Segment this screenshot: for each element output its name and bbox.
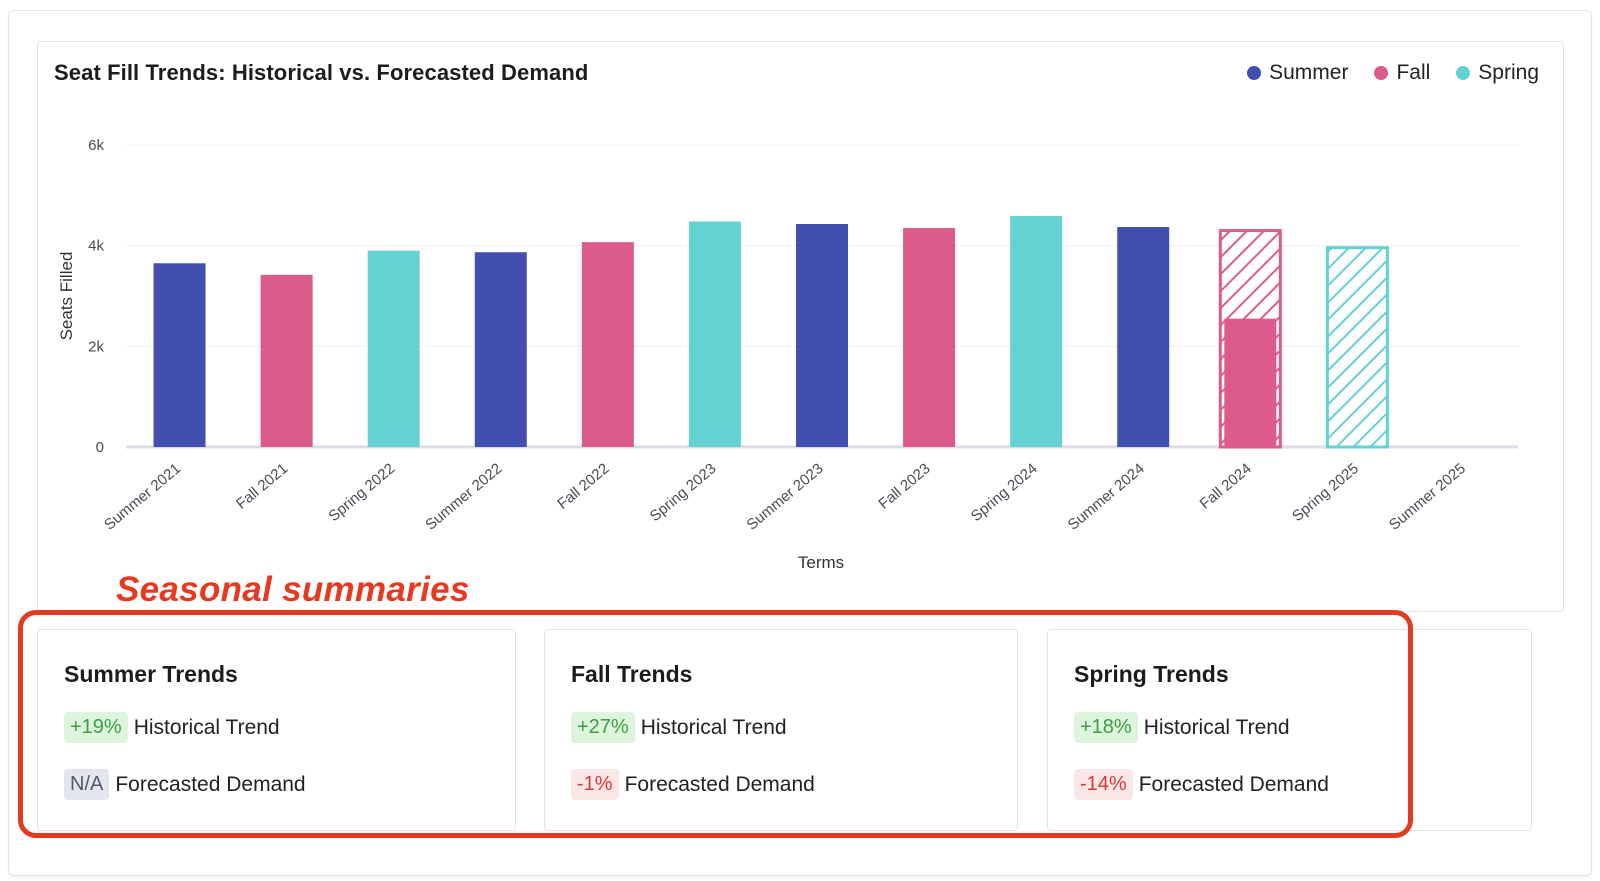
bar-chart: 0 2k 4k 6k Summer 2021 Fall 2021 Spring 2022 S… bbox=[57, 137, 1518, 572]
x-tick-label: Summer 2024 bbox=[1065, 460, 1148, 534]
x-tick-label: Spring 2022 bbox=[325, 460, 398, 525]
bar-historical-fall-2021[interactable] bbox=[260, 274, 313, 447]
legend-dot-spring bbox=[1456, 66, 1471, 80]
historical-trend-badge: +18% bbox=[1074, 712, 1138, 743]
bar-historical-summer-2021[interactable] bbox=[153, 263, 206, 447]
historical-trend-label: Historical Trend bbox=[133, 715, 280, 739]
bar-forecast-spring-2025[interactable] bbox=[1325, 246, 1389, 449]
legend-label-spring: Spring bbox=[1478, 61, 1539, 84]
y-tick-label: 6k bbox=[88, 137, 104, 154]
x-tick-label: Summer 2022 bbox=[422, 460, 505, 534]
forecasted-demand-badge: N/A bbox=[64, 769, 110, 800]
x-tick-label: Spring 2023 bbox=[647, 460, 720, 525]
summary-card-fall: Fall Trends +27% Historical Trend -1% Fo… bbox=[544, 629, 1018, 831]
legend-label-summer: Summer bbox=[1269, 61, 1349, 84]
summary-card-spring: Spring Trends +18% Historical Trend -14%… bbox=[1047, 629, 1532, 831]
forecasted-demand-row: -1% Forecasted Demand bbox=[571, 769, 815, 800]
forecasted-demand-row: N/A Forecasted Demand bbox=[64, 769, 306, 800]
bar-historical-spring-2024[interactable] bbox=[1010, 215, 1063, 447]
historical-trend-label: Historical Trend bbox=[1143, 715, 1290, 739]
x-tick-label: Summer 2025 bbox=[1386, 460, 1469, 534]
chart-title: Seat Fill Trends: Historical vs. Forecas… bbox=[54, 60, 589, 85]
historical-trend-row: +27% Historical Trend bbox=[571, 712, 787, 743]
x-tick-label: Fall 2023 bbox=[875, 460, 933, 513]
historical-trend-label: Historical Trend bbox=[640, 715, 787, 739]
bar-historical-summer-2023[interactable] bbox=[796, 224, 848, 447]
bar-historical-summer-2022[interactable] bbox=[474, 252, 527, 447]
forecasted-demand-badge: -14% bbox=[1074, 769, 1133, 800]
x-axis-title: Terms bbox=[798, 553, 844, 572]
legend-item-summer[interactable]: Summer bbox=[1247, 61, 1348, 85]
y-tick-label: 4k bbox=[88, 238, 104, 255]
bar-historical-spring-2023[interactable] bbox=[688, 221, 741, 447]
y-axis-title: Seats Filled bbox=[57, 252, 76, 341]
historical-trend-badge: +19% bbox=[64, 712, 128, 743]
summary-title: Fall Trends bbox=[571, 661, 693, 687]
summary-title: Spring Trends bbox=[1074, 661, 1229, 687]
x-tick-label: Summer 2021 bbox=[101, 460, 184, 534]
y-tick-label: 0 bbox=[96, 439, 104, 456]
summary-card-summer: Summer Trends +19% Historical Trend N/A … bbox=[37, 629, 516, 831]
historical-trend-row: +18% Historical Trend bbox=[1074, 712, 1290, 743]
forecasted-demand-badge: -1% bbox=[571, 769, 619, 800]
y-tick-label: 2k bbox=[88, 338, 104, 355]
historical-trend-badge: +27% bbox=[571, 712, 635, 743]
legend-dot-summer bbox=[1247, 66, 1262, 80]
bar-historical-spring-2022[interactable] bbox=[367, 250, 420, 447]
x-tick-label: Summer 2023 bbox=[743, 460, 826, 534]
legend-label-fall: Fall bbox=[1396, 61, 1431, 84]
forecasted-demand-label: Forecasted Demand bbox=[1138, 772, 1329, 796]
annotation-label: Seasonal summaries bbox=[116, 570, 470, 609]
bar-historical-fall-2023[interactable] bbox=[903, 228, 956, 447]
bar-historical-fall-2022[interactable] bbox=[581, 242, 634, 447]
bar-historical-summer-2024[interactable] bbox=[1117, 227, 1170, 447]
bar-historical-fall-2024[interactable] bbox=[1224, 318, 1277, 447]
forecasted-demand-row: -14% Forecasted Demand bbox=[1074, 769, 1329, 800]
x-tick-label: Fall 2022 bbox=[554, 460, 612, 513]
historical-trend-row: +19% Historical Trend bbox=[64, 712, 280, 743]
legend-item-fall[interactable]: Fall bbox=[1374, 61, 1430, 85]
legend-dot-fall bbox=[1374, 66, 1389, 80]
x-tick-label: Fall 2024 bbox=[1197, 460, 1255, 513]
x-tick-label: Spring 2024 bbox=[968, 460, 1041, 525]
x-tick-label: Spring 2025 bbox=[1289, 460, 1362, 525]
x-tick-label: Fall 2021 bbox=[233, 460, 291, 513]
forecasted-demand-label: Forecasted Demand bbox=[624, 772, 815, 796]
chart-legend: Summer Fall Spring bbox=[1247, 61, 1539, 85]
forecasted-demand-label: Forecasted Demand bbox=[115, 772, 306, 796]
legend-item-spring[interactable]: Spring bbox=[1456, 61, 1539, 85]
summary-title: Summer Trends bbox=[64, 661, 238, 687]
